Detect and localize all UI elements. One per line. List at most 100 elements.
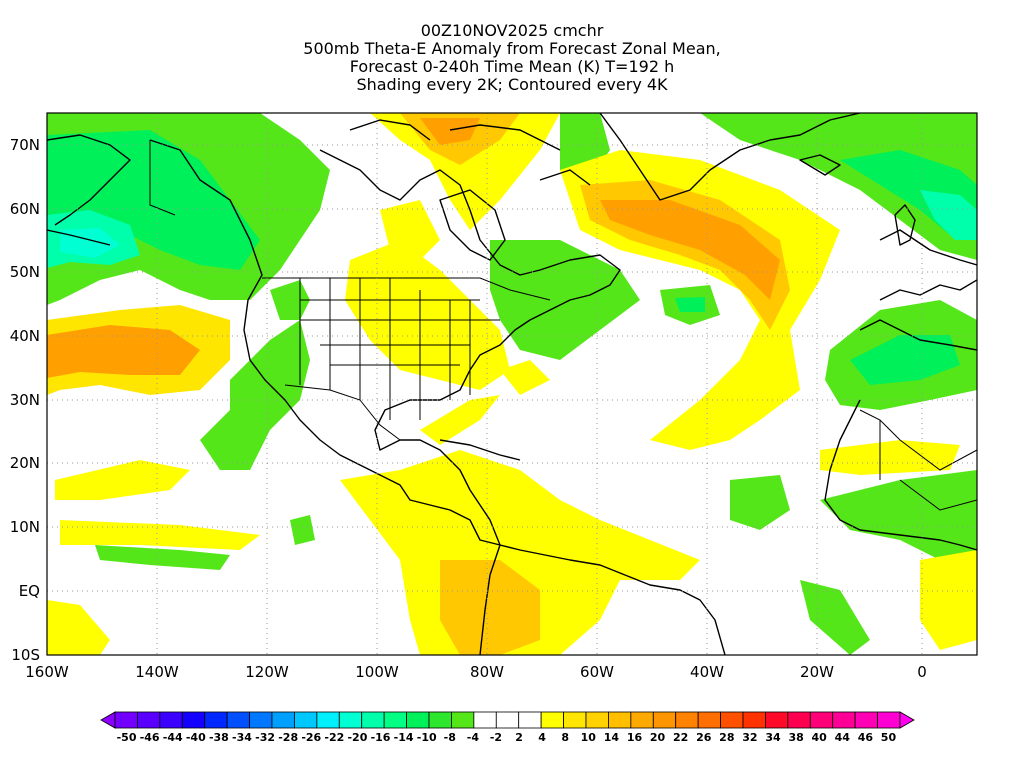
colorbar-label: -2 xyxy=(490,731,502,744)
coast-greenland xyxy=(599,113,861,201)
lat-label-10n: 10N xyxy=(10,518,40,536)
anomaly-yellow-sw-pacific xyxy=(47,600,110,655)
lon-label-40w: 40W xyxy=(690,663,724,681)
colorbar-swatch xyxy=(832,711,856,729)
anomaly-yellow-south-atlantic xyxy=(920,550,977,650)
colorbar-label: -40 xyxy=(186,731,206,744)
colorbar-label: -32 xyxy=(255,731,275,744)
colorbar-swatch xyxy=(114,711,138,729)
map-area xyxy=(47,113,977,655)
gridlines xyxy=(47,113,977,655)
lat-label-eq: EQ xyxy=(19,582,40,600)
anomaly-green-west-us xyxy=(200,320,310,470)
colorbar-label: -46 xyxy=(140,731,160,744)
colorbar-label: 40 xyxy=(812,731,828,744)
colorbar-swatch xyxy=(877,711,901,729)
lat-label-10s: 10S xyxy=(11,646,40,664)
colorbar-label: -38 xyxy=(209,731,229,744)
colorbar-label: 26 xyxy=(696,731,712,744)
colorbar-swatch xyxy=(854,711,878,729)
border-alaska-canada xyxy=(149,140,176,216)
anomaly-green-tropics-pacific xyxy=(95,545,230,570)
colorbar-swatch xyxy=(383,711,407,729)
coast-north-america-east xyxy=(319,149,621,546)
colorbar-label: 2 xyxy=(515,731,523,744)
colorbar-swatch xyxy=(720,711,744,729)
colorbar-label: 8 xyxy=(561,731,569,744)
colorbar-arrow-high xyxy=(899,711,915,729)
colorbar-label: 10 xyxy=(581,731,597,744)
colorbar-arrow-low xyxy=(100,711,116,729)
lat-label-40n: 40N xyxy=(10,327,40,345)
colorbar-label: -34 xyxy=(232,731,252,744)
lon-label-60w: 60W xyxy=(580,663,614,681)
lon-label-80w: 80W xyxy=(470,663,504,681)
colorbar-label: -16 xyxy=(371,731,391,744)
lon-label-120w: 120W xyxy=(245,663,289,681)
latitude-labels: 70N 60N 50N 40N 30N 20N 10N EQ 10S xyxy=(10,136,40,664)
colorbar-label: -8 xyxy=(444,731,456,744)
anomaly-green-west-africa xyxy=(820,470,977,560)
coast-hudson-bay xyxy=(439,189,506,261)
title-line-4: Shading every 2K; Contoured every 4K xyxy=(356,75,668,94)
colorbar-swatch xyxy=(316,711,340,729)
anomaly-yellow-sahel xyxy=(820,440,960,475)
coast-uk xyxy=(894,204,916,246)
colorbar-swatch xyxy=(675,711,699,729)
colorbar-swatch xyxy=(159,711,183,729)
colorbar-label: -50 xyxy=(117,731,137,744)
colorbar-swatch xyxy=(608,711,632,729)
colorbar-swatch xyxy=(742,711,766,729)
colorbar-swatch xyxy=(518,711,542,729)
lon-label-100w: 100W xyxy=(355,663,399,681)
colorbar-label: 32 xyxy=(742,731,757,744)
coast-aleutians xyxy=(47,229,111,246)
coastlines xyxy=(47,113,977,655)
anomaly-teal-pacific xyxy=(47,130,260,270)
anomaly-green-hawaii-east xyxy=(290,515,315,545)
anomaly-green-ne-atlantic xyxy=(700,113,977,260)
lat-label-70n: 70N xyxy=(10,136,40,154)
lat-label-60n: 60N xyxy=(10,200,40,218)
colorbar-label: -4 xyxy=(467,731,480,744)
colorbar-swatch xyxy=(473,711,497,729)
title-line-2: 500mb Theta-E Anomaly from Forecast Zona… xyxy=(303,39,721,58)
coast-iceland xyxy=(799,154,841,176)
colorbar-label: 46 xyxy=(858,731,874,744)
colorbar-label: -22 xyxy=(324,731,344,744)
anomaly-orange-core-arctic xyxy=(420,118,480,145)
title-block: 00Z10NOV2025 cmchr 500mb Theta-E Anomaly… xyxy=(0,22,1024,94)
anomaly-yellow-subtropics-2 xyxy=(60,520,260,550)
lat-label-50n: 50N xyxy=(10,263,40,281)
coast-north-america-west xyxy=(149,139,501,546)
colorbar-swatch xyxy=(451,711,475,729)
anomaly-teal-atlantic-blob xyxy=(675,297,705,312)
coast-arctic-islands xyxy=(349,119,591,186)
border-us-states xyxy=(299,278,500,420)
colorbar-swatch xyxy=(271,711,295,729)
colorbar-label: 14 xyxy=(604,731,620,744)
coast-cuba xyxy=(439,439,521,461)
colorbar-label: 28 xyxy=(719,731,734,744)
anomaly-yellow-canada-ridge xyxy=(380,200,440,260)
colorbar-swatch xyxy=(361,711,385,729)
colorbar-label: 4 xyxy=(538,731,546,744)
colorbar-label: 34 xyxy=(765,731,781,744)
anomaly-cyan-gulf-alaska xyxy=(60,228,120,258)
colorbar-swatch xyxy=(652,711,677,729)
anomaly-green-quebec xyxy=(490,240,640,360)
colorbar-swatch xyxy=(787,711,811,729)
anomaly-yellow-central-america xyxy=(340,450,700,655)
title-line-1: 00Z10NOV2025 cmchr xyxy=(420,21,604,40)
colorbar-label: -44 xyxy=(163,731,183,744)
lat-label-30n: 30N xyxy=(10,391,40,409)
lon-label-20w: 20W xyxy=(800,663,834,681)
anomaly-orange-central-pacific xyxy=(47,325,200,378)
longitude-labels: 160W 140W 120W 100W 80W 60W 40W 20W 0 xyxy=(25,663,927,681)
colorbar-label: -20 xyxy=(347,731,367,744)
border-us-canada xyxy=(262,277,551,301)
lon-label-0: 0 xyxy=(917,663,927,681)
colorbar-label: 22 xyxy=(673,731,688,744)
colorbar-swatch xyxy=(226,711,250,729)
